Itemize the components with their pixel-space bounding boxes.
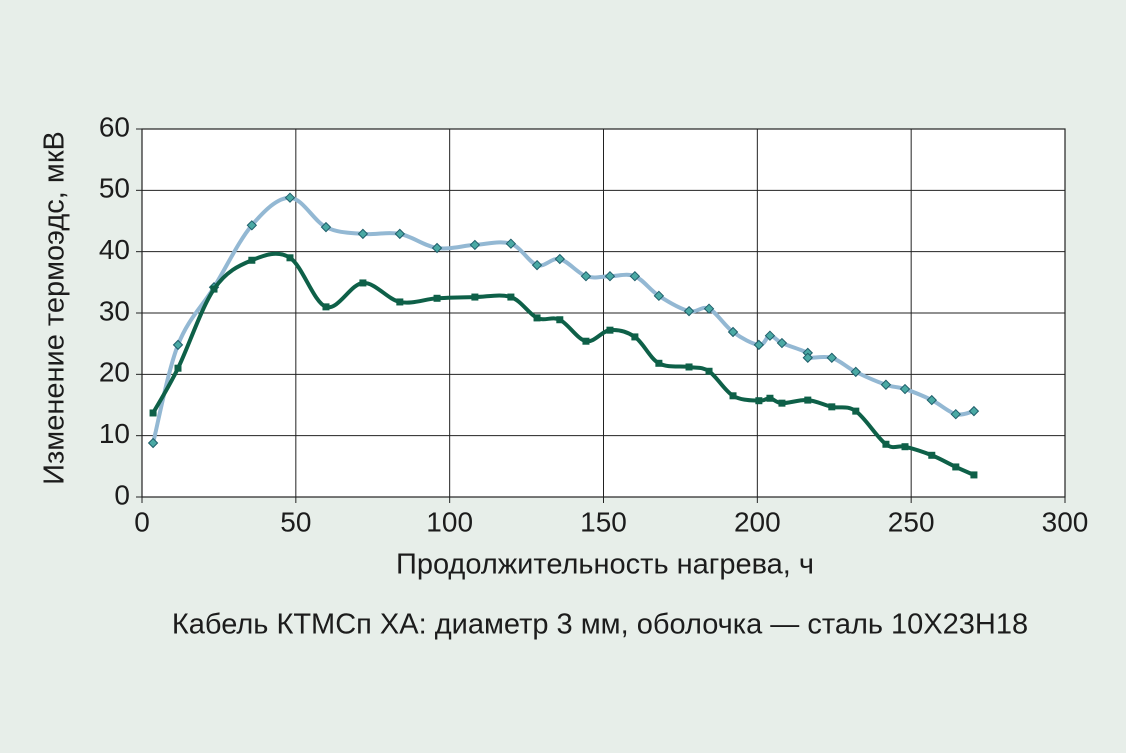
data-point bbox=[147, 437, 159, 449]
data-point bbox=[531, 259, 543, 271]
x-tick-label: 50 bbox=[280, 506, 311, 537]
x-tick-label: 0 bbox=[134, 506, 150, 537]
data-point bbox=[210, 285, 218, 293]
y-tick-label: 60 bbox=[99, 111, 130, 142]
plot-border bbox=[141, 128, 1066, 498]
data-point bbox=[174, 364, 182, 372]
data-point bbox=[755, 397, 763, 405]
data-point bbox=[776, 337, 788, 349]
data-point bbox=[685, 363, 693, 371]
data-point bbox=[655, 359, 663, 367]
data-point bbox=[729, 392, 737, 400]
data-point bbox=[753, 339, 765, 351]
data-point bbox=[359, 279, 367, 287]
data-point bbox=[683, 305, 695, 317]
data-point bbox=[431, 242, 443, 254]
data-point bbox=[471, 293, 479, 301]
data-point bbox=[950, 408, 961, 420]
data-point bbox=[802, 352, 813, 363]
data-point bbox=[149, 409, 157, 417]
data-point bbox=[246, 220, 258, 231]
data-point bbox=[899, 383, 911, 395]
data-point bbox=[284, 192, 296, 203]
data-point bbox=[469, 239, 481, 251]
data-point bbox=[629, 270, 641, 282]
data-point bbox=[778, 399, 786, 407]
data-point bbox=[172, 339, 184, 351]
data-point bbox=[850, 366, 861, 378]
data-point bbox=[505, 238, 517, 249]
x-tick-label: 100 bbox=[426, 506, 473, 537]
data-point bbox=[396, 298, 404, 306]
data-point bbox=[320, 221, 332, 233]
data-point bbox=[970, 471, 978, 479]
y-tick-label: 0 bbox=[114, 479, 130, 510]
data-point bbox=[901, 443, 909, 451]
y-tick-label: 30 bbox=[99, 295, 130, 326]
y-tick-label: 10 bbox=[99, 418, 130, 449]
data-point bbox=[556, 316, 564, 324]
data-point bbox=[433, 294, 441, 302]
data-point bbox=[653, 290, 665, 302]
data-point bbox=[554, 253, 566, 265]
data-point bbox=[764, 330, 776, 341]
data-point bbox=[968, 405, 980, 417]
data-point bbox=[604, 270, 616, 282]
data-point bbox=[394, 228, 406, 240]
data-point bbox=[882, 440, 890, 448]
x-axis-label: Продолжительность нагрева, ч bbox=[396, 549, 814, 581]
y-tick-label: 20 bbox=[99, 357, 130, 388]
data-point bbox=[533, 314, 541, 322]
data-point bbox=[804, 396, 812, 404]
data-point bbox=[580, 270, 592, 282]
data-point bbox=[852, 407, 860, 415]
y-axis-label: Изменение термоэдс, мкВ bbox=[39, 131, 71, 485]
data-point bbox=[828, 403, 836, 411]
data-point bbox=[582, 337, 590, 345]
data-point bbox=[322, 303, 330, 311]
data-point bbox=[928, 451, 936, 459]
data-point bbox=[507, 293, 515, 301]
x-tick-label: 300 bbox=[1042, 506, 1089, 537]
data-point bbox=[606, 326, 614, 334]
data-point bbox=[286, 254, 294, 262]
data-point bbox=[826, 352, 837, 363]
x-tick-label: 150 bbox=[580, 506, 627, 537]
data-point bbox=[952, 463, 960, 471]
data-point bbox=[766, 394, 774, 402]
data-point bbox=[703, 303, 715, 314]
y-tick-label: 40 bbox=[99, 234, 130, 265]
x-tick-label: 200 bbox=[734, 506, 781, 537]
data-point bbox=[248, 256, 256, 264]
data-point bbox=[926, 394, 937, 406]
data-point bbox=[631, 333, 639, 341]
data-point bbox=[727, 326, 739, 338]
x-tick-label: 250 bbox=[888, 506, 935, 537]
data-point bbox=[705, 367, 713, 375]
caption: Кабель КТМСп ХА: диаметр 3 мм, оболочка … bbox=[172, 609, 1028, 641]
y-tick-label: 50 bbox=[99, 173, 130, 204]
series-line bbox=[151, 195, 975, 444]
data-point bbox=[357, 228, 369, 240]
data-point bbox=[880, 379, 892, 390]
